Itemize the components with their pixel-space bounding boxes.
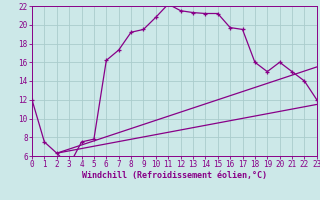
X-axis label: Windchill (Refroidissement éolien,°C): Windchill (Refroidissement éolien,°C)	[82, 171, 267, 180]
